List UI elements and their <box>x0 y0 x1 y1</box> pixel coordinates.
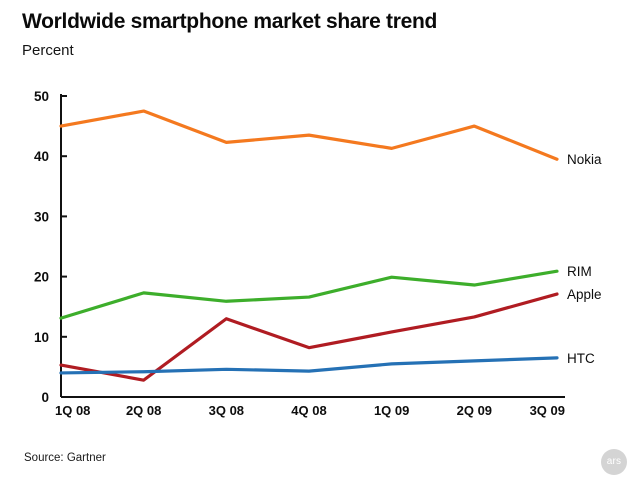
series-line-apple <box>59 292 559 382</box>
series-label-htc: HTC <box>567 351 595 366</box>
series-line-nokia <box>59 109 559 161</box>
y-axis-tick-label: 40 <box>34 149 49 164</box>
x-axis-tick-label: 4Q 08 <box>291 403 326 418</box>
source-note: Source: Gartner <box>24 452 106 464</box>
ars-logo-watermark: ars <box>601 449 627 475</box>
series-lines <box>59 109 559 382</box>
y-axis-tick-label: 10 <box>34 330 49 345</box>
series-labels: Nokia RIM Apple HTC <box>567 152 602 366</box>
series-line-rim <box>59 269 559 320</box>
y-axis-tick-label: 50 <box>34 89 49 104</box>
x-axis-tick-label: 3Q 09 <box>530 403 565 418</box>
series-label-nokia: Nokia <box>567 152 602 167</box>
y-axis: 0 10 20 30 40 50 <box>34 89 67 405</box>
x-axis-tick-label: 2Q 08 <box>126 403 161 418</box>
x-axis-tick-label: 1Q 09 <box>374 403 409 418</box>
x-axis: 1Q 08 2Q 08 3Q 08 4Q 08 1Q 09 2Q 09 3Q 09 <box>55 396 565 418</box>
chart-subtitle: Percent <box>22 42 74 59</box>
series-label-apple: Apple <box>567 287 602 302</box>
page-title: Worldwide smartphone market share trend <box>22 10 438 33</box>
x-axis-tick-label: 2Q 09 <box>457 403 492 418</box>
x-axis-tick-label: 3Q 08 <box>209 403 244 418</box>
y-axis-tick-label: 0 <box>41 390 49 405</box>
y-axis-tick-label: 30 <box>34 209 49 224</box>
series-line-htc <box>59 356 559 375</box>
x-axis-tick-label: 1Q 08 <box>55 403 90 418</box>
y-axis-tick-label: 20 <box>34 270 49 285</box>
series-label-rim: RIM <box>567 264 592 279</box>
